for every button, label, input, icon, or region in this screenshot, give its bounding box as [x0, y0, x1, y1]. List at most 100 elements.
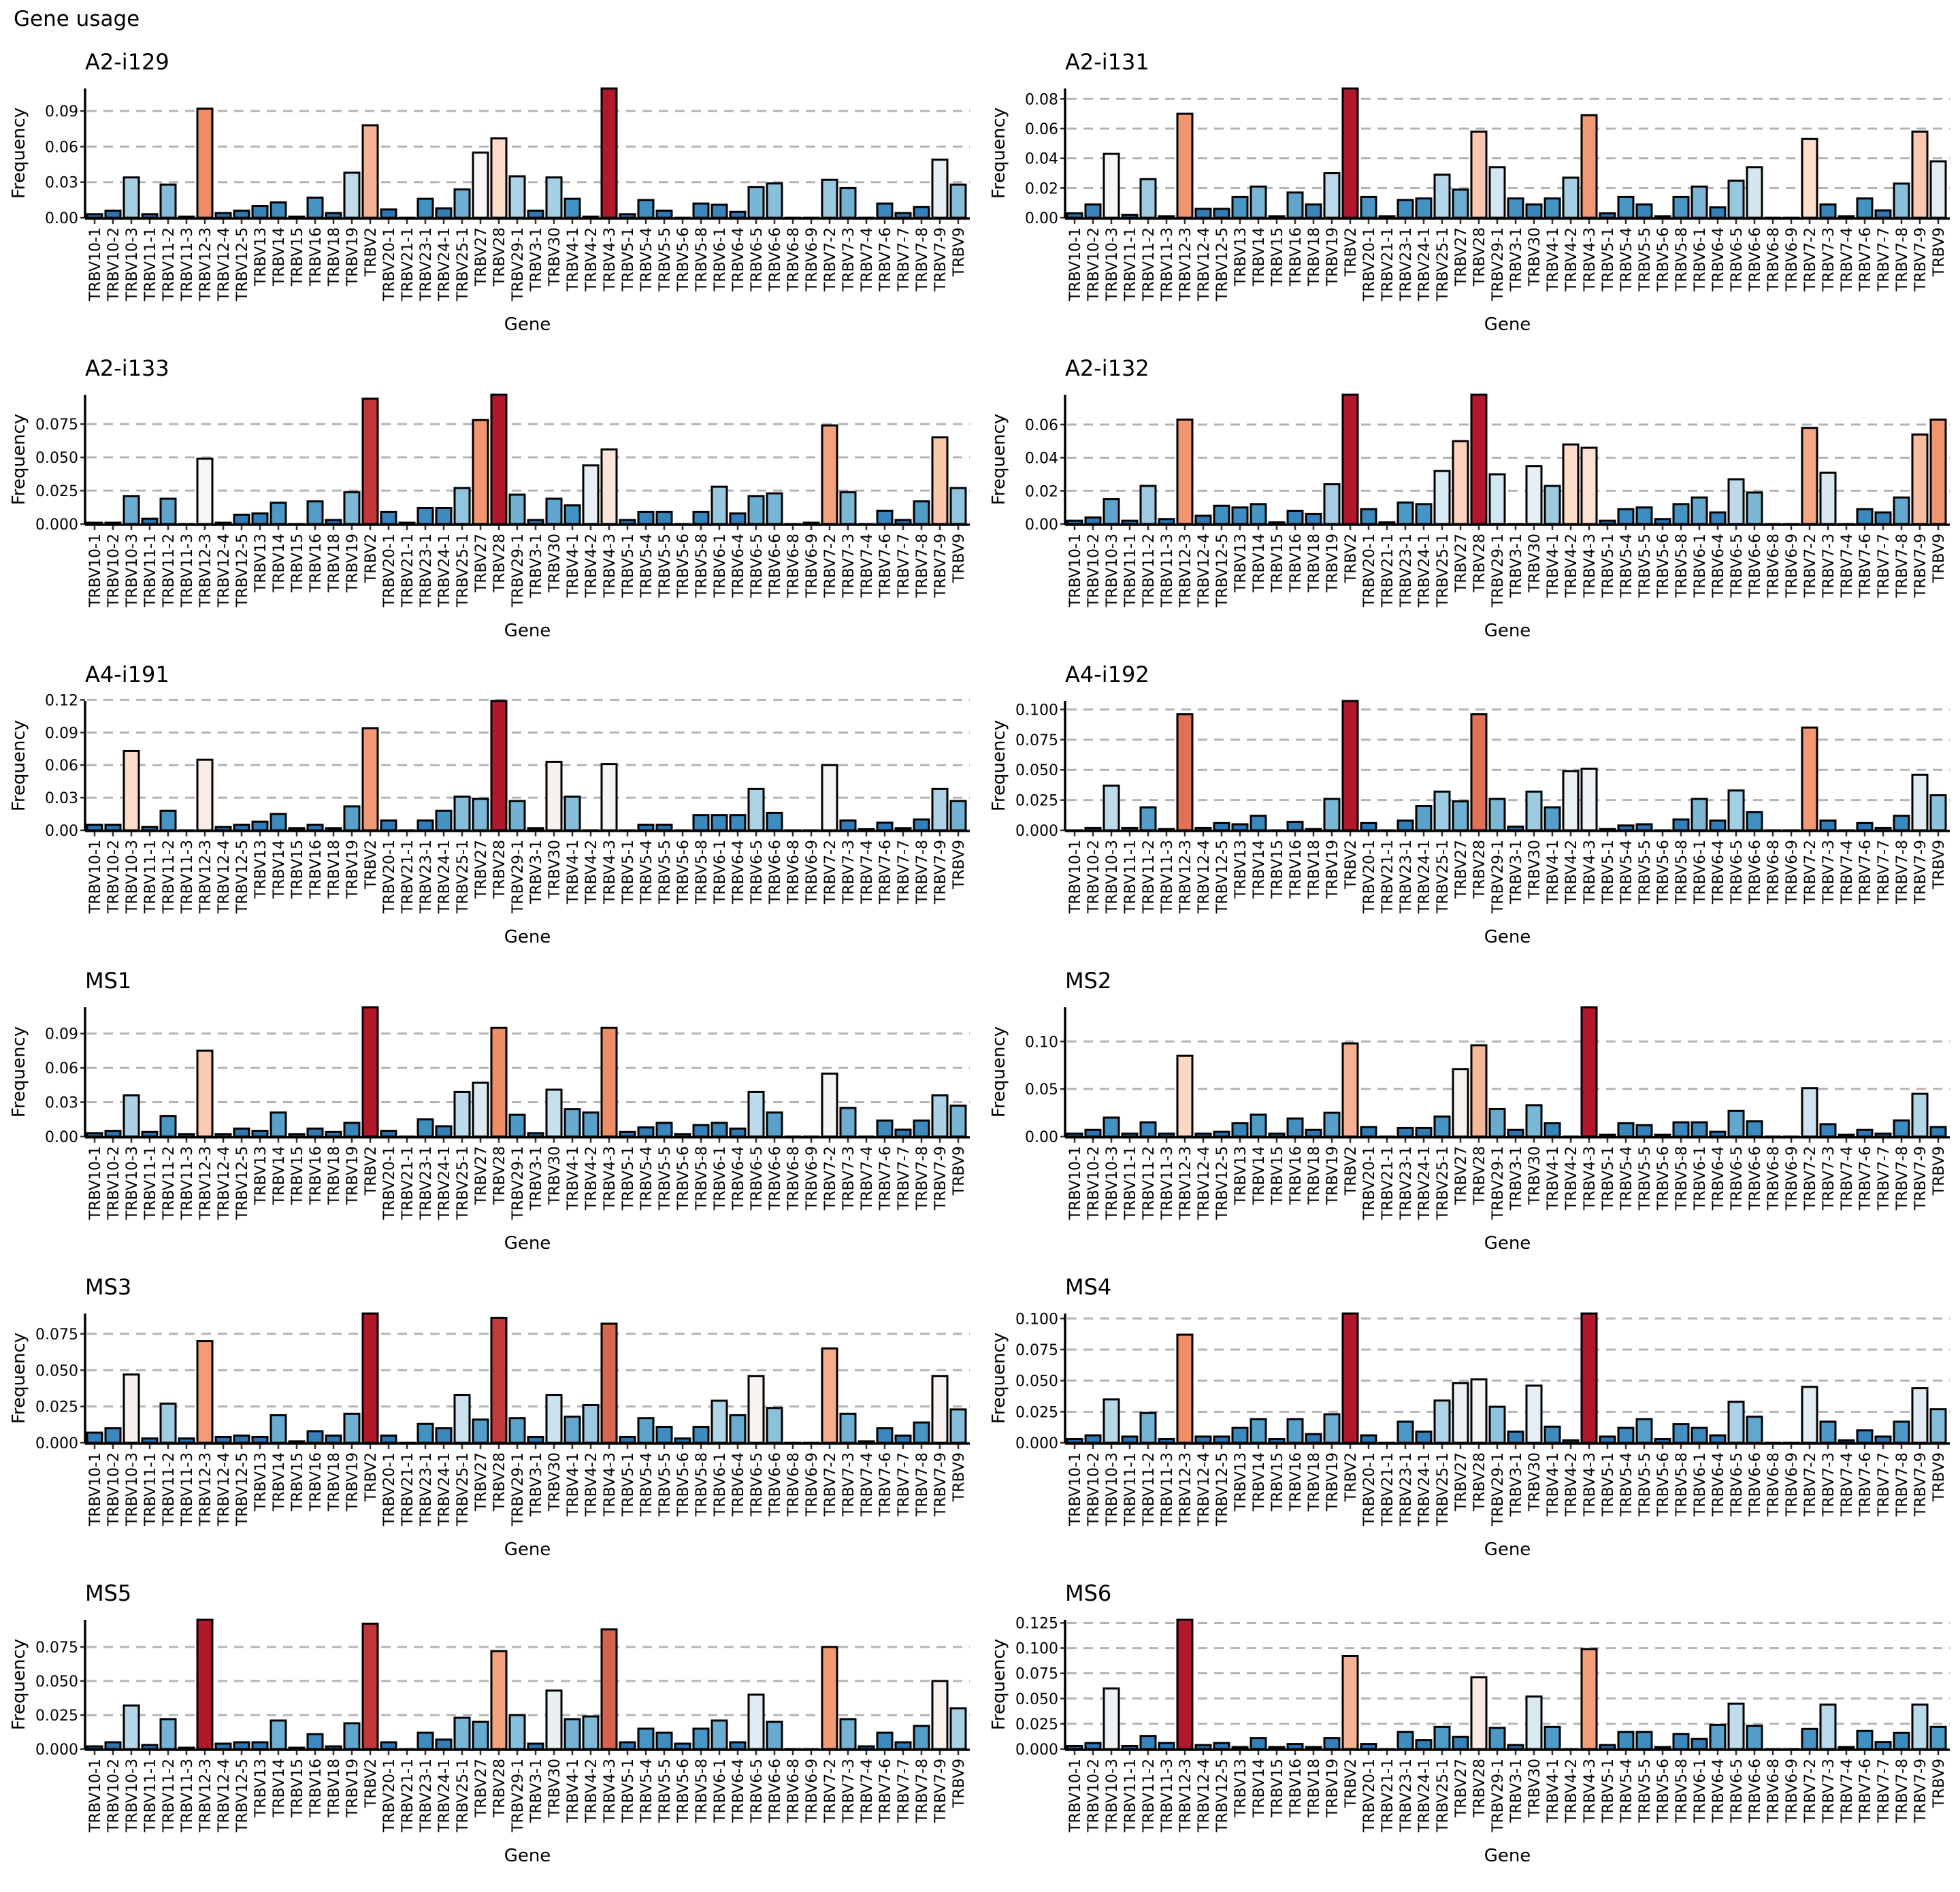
x-tick-label: TRBV29-1 — [1490, 840, 1507, 914]
bar-TRBV30 — [1525, 1384, 1543, 1444]
bar-TRBV6-6 — [1746, 166, 1763, 219]
x-tick-label: TRBV5-6 — [1655, 1759, 1672, 1823]
bar-TRBV2 — [1341, 1312, 1359, 1444]
y-tick-label: 0.09 — [45, 103, 78, 120]
x-tick-label: TRBV12-5 — [1214, 840, 1231, 914]
bar-TRBV9 — [949, 1707, 967, 1750]
x-tick-label: TRBV5-6 — [675, 1452, 692, 1517]
bar-TRBV7-8 — [913, 500, 930, 525]
bar-TRBV2 — [361, 727, 379, 832]
bar-TRBV4-1 — [564, 1416, 581, 1444]
x-axis-title: Gene — [504, 314, 551, 335]
x-tick-label: TRBV9 — [951, 1146, 968, 1196]
x-tick-label: TRBV7-7 — [896, 840, 913, 904]
y-tick-label: 0.00 — [45, 210, 78, 227]
x-tick-label: TRBV15 — [289, 1452, 306, 1512]
x-tick-label: TRBV10-3 — [1104, 1759, 1121, 1833]
bar-TRBV29-1 — [508, 1714, 526, 1750]
bar-TRBV6-4 — [1709, 819, 1727, 832]
x-tick-label: TRBV5-6 — [675, 534, 692, 598]
bar-TRBV11-2 — [1139, 806, 1157, 832]
x-tick-label: TRBV5-8 — [1673, 840, 1690, 904]
x-tick-label: TRBV27 — [473, 1146, 490, 1205]
panel-MS4: MS4 Frequency Gene 0.000 0.025 0.050 0.075 0.10… — [989, 1274, 1950, 1560]
x-tick-label: TRBV3-1 — [528, 227, 545, 292]
x-tick-label: TRBV9 — [1931, 1146, 1948, 1196]
bar-TRBV5-6 — [674, 1742, 691, 1750]
x-tick-label: TRBV12-3 — [1177, 1146, 1194, 1220]
x-tick-label: TRBV10-3 — [1104, 534, 1121, 608]
y-tick-label: 0.025 — [1015, 793, 1058, 810]
bar-TRBV7-7 — [894, 1741, 912, 1750]
bar-TRBV23-1 — [1396, 199, 1414, 219]
x-tick-label: TRBV4-1 — [565, 534, 582, 598]
bar-TRBV11-1 — [1121, 1435, 1139, 1444]
x-tick-label: TRBV12-5 — [1214, 1759, 1231, 1833]
bar-TRBV7-6 — [1856, 1429, 1874, 1444]
x-tick-label: TRBV13 — [1232, 534, 1250, 593]
x-tick-label: TRBV4-3 — [1582, 1452, 1599, 1517]
x-tick-label: TRBV27 — [1453, 534, 1470, 593]
bar-TRBV12-3 — [196, 1340, 214, 1444]
x-tick-label: TRBV6-8 — [785, 1759, 802, 1823]
bar-TRBV24-1 — [435, 809, 453, 832]
bar-TRBV5-5 — [1635, 1418, 1653, 1444]
x-tick-label: TRBV11-2 — [161, 1452, 178, 1527]
x-tick-label: TRBV11-1 — [142, 1146, 159, 1220]
bar-TRBV7-3 — [1819, 819, 1837, 832]
bar-TRBV5-1 — [619, 1435, 636, 1444]
x-tick-label: TRBV6-6 — [1747, 1146, 1764, 1211]
bar-TRBV27 — [1452, 800, 1469, 832]
bar-TRBV7-6 — [1856, 508, 1874, 525]
bar-TRBV10-3 — [1102, 152, 1120, 219]
x-tick-label: TRBV13 — [1232, 227, 1250, 287]
x-tick-label: TRBV7-2 — [1802, 840, 1819, 904]
x-tick-label: TRBV4-1 — [565, 1759, 582, 1823]
x-tick-label: TRBV11-1 — [142, 227, 159, 301]
x-tick-label: TRBV10-3 — [1104, 227, 1121, 301]
bar-TRBV6-5 — [1727, 1702, 1745, 1750]
x-tick-label: TRBV4-2 — [1563, 534, 1580, 598]
x-tick-label: TRBV5-1 — [620, 227, 637, 292]
bar-TRBV2 — [361, 1006, 379, 1138]
bar-TRBV5-5 — [1635, 203, 1653, 219]
x-tick-label: TRBV7-8 — [1894, 227, 1911, 292]
x-tick-label: TRBV25-1 — [455, 1452, 472, 1527]
bar-TRBV30 — [545, 760, 563, 832]
bar-TRBV5-5 — [655, 210, 673, 219]
bar-TRBV6-5 — [747, 1090, 765, 1138]
x-tick-label: TRBV9 — [1931, 1452, 1948, 1502]
bar-TRBV11-2 — [1139, 1121, 1157, 1138]
x-tick-label: TRBV5-4 — [1618, 534, 1635, 598]
x-tick-label: TRBV6-1 — [712, 1146, 729, 1211]
bar-TRBV5-5 — [1635, 823, 1653, 832]
x-tick-label: TRBV20-1 — [381, 1759, 398, 1833]
bar-TRBV23-1 — [416, 197, 434, 219]
bar-TRBV6-4 — [1709, 206, 1727, 219]
bar-TRBV2 — [1341, 87, 1359, 219]
x-tick-label: TRBV7-2 — [822, 1146, 839, 1211]
x-tick-label: TRBV6-1 — [1692, 534, 1709, 598]
panel-title: MS1 — [85, 968, 131, 994]
bar-TRBV16 — [306, 196, 324, 219]
x-tick-label: TRBV27 — [1453, 227, 1470, 287]
y-axis-title: Frequency — [9, 720, 29, 811]
x-tick-label: TRBV7-9 — [932, 534, 949, 598]
panel-A2-i131: A2-i131 Frequency Gene 0.00 0.02 0.04 0.06 0.08… — [989, 49, 1950, 335]
bar-TRBV5-8 — [692, 814, 710, 832]
bar-TRBV6-4 — [1709, 1723, 1727, 1750]
x-tick-label: TRBV30 — [546, 227, 564, 287]
x-tick-label: TRBV16 — [308, 840, 325, 899]
x-tick-label: TRBV12-4 — [216, 840, 233, 914]
bar-TRBV7-8 — [913, 818, 930, 832]
bar-TRBV14 — [1250, 185, 1267, 219]
x-tick-label: TRBV3-1 — [1508, 1146, 1525, 1211]
bar-TRBV12-5 — [1213, 1742, 1230, 1750]
x-tick-label: TRBV7-9 — [1912, 840, 1929, 904]
bar-TRBV6-1 — [1690, 1121, 1708, 1138]
x-tick-label: TRBV4-3 — [1582, 1759, 1599, 1823]
bar-TRBV20-1 — [1360, 1743, 1377, 1750]
x-tick-label: TRBV5-5 — [657, 227, 674, 292]
x-tick-label: TRBV9 — [951, 227, 968, 277]
